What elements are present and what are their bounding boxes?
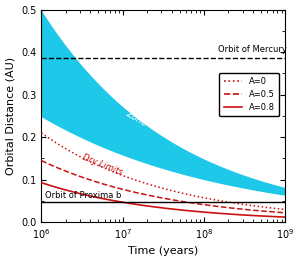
Text: Habitable
Zone: Habitable Zone (116, 95, 163, 133)
Text: Orbit of Mercury: Orbit of Mercury (218, 45, 287, 54)
Y-axis label: Orbital Distance (AU): Orbital Distance (AU) (6, 57, 16, 175)
Legend: A=0, A=0.5, A=0.8: A=0, A=0.5, A=0.8 (219, 73, 279, 116)
Text: Dry Limits: Dry Limits (81, 153, 124, 177)
X-axis label: Time (years): Time (years) (128, 247, 199, 256)
Text: Orbit of Proxima b: Orbit of Proxima b (45, 191, 121, 200)
